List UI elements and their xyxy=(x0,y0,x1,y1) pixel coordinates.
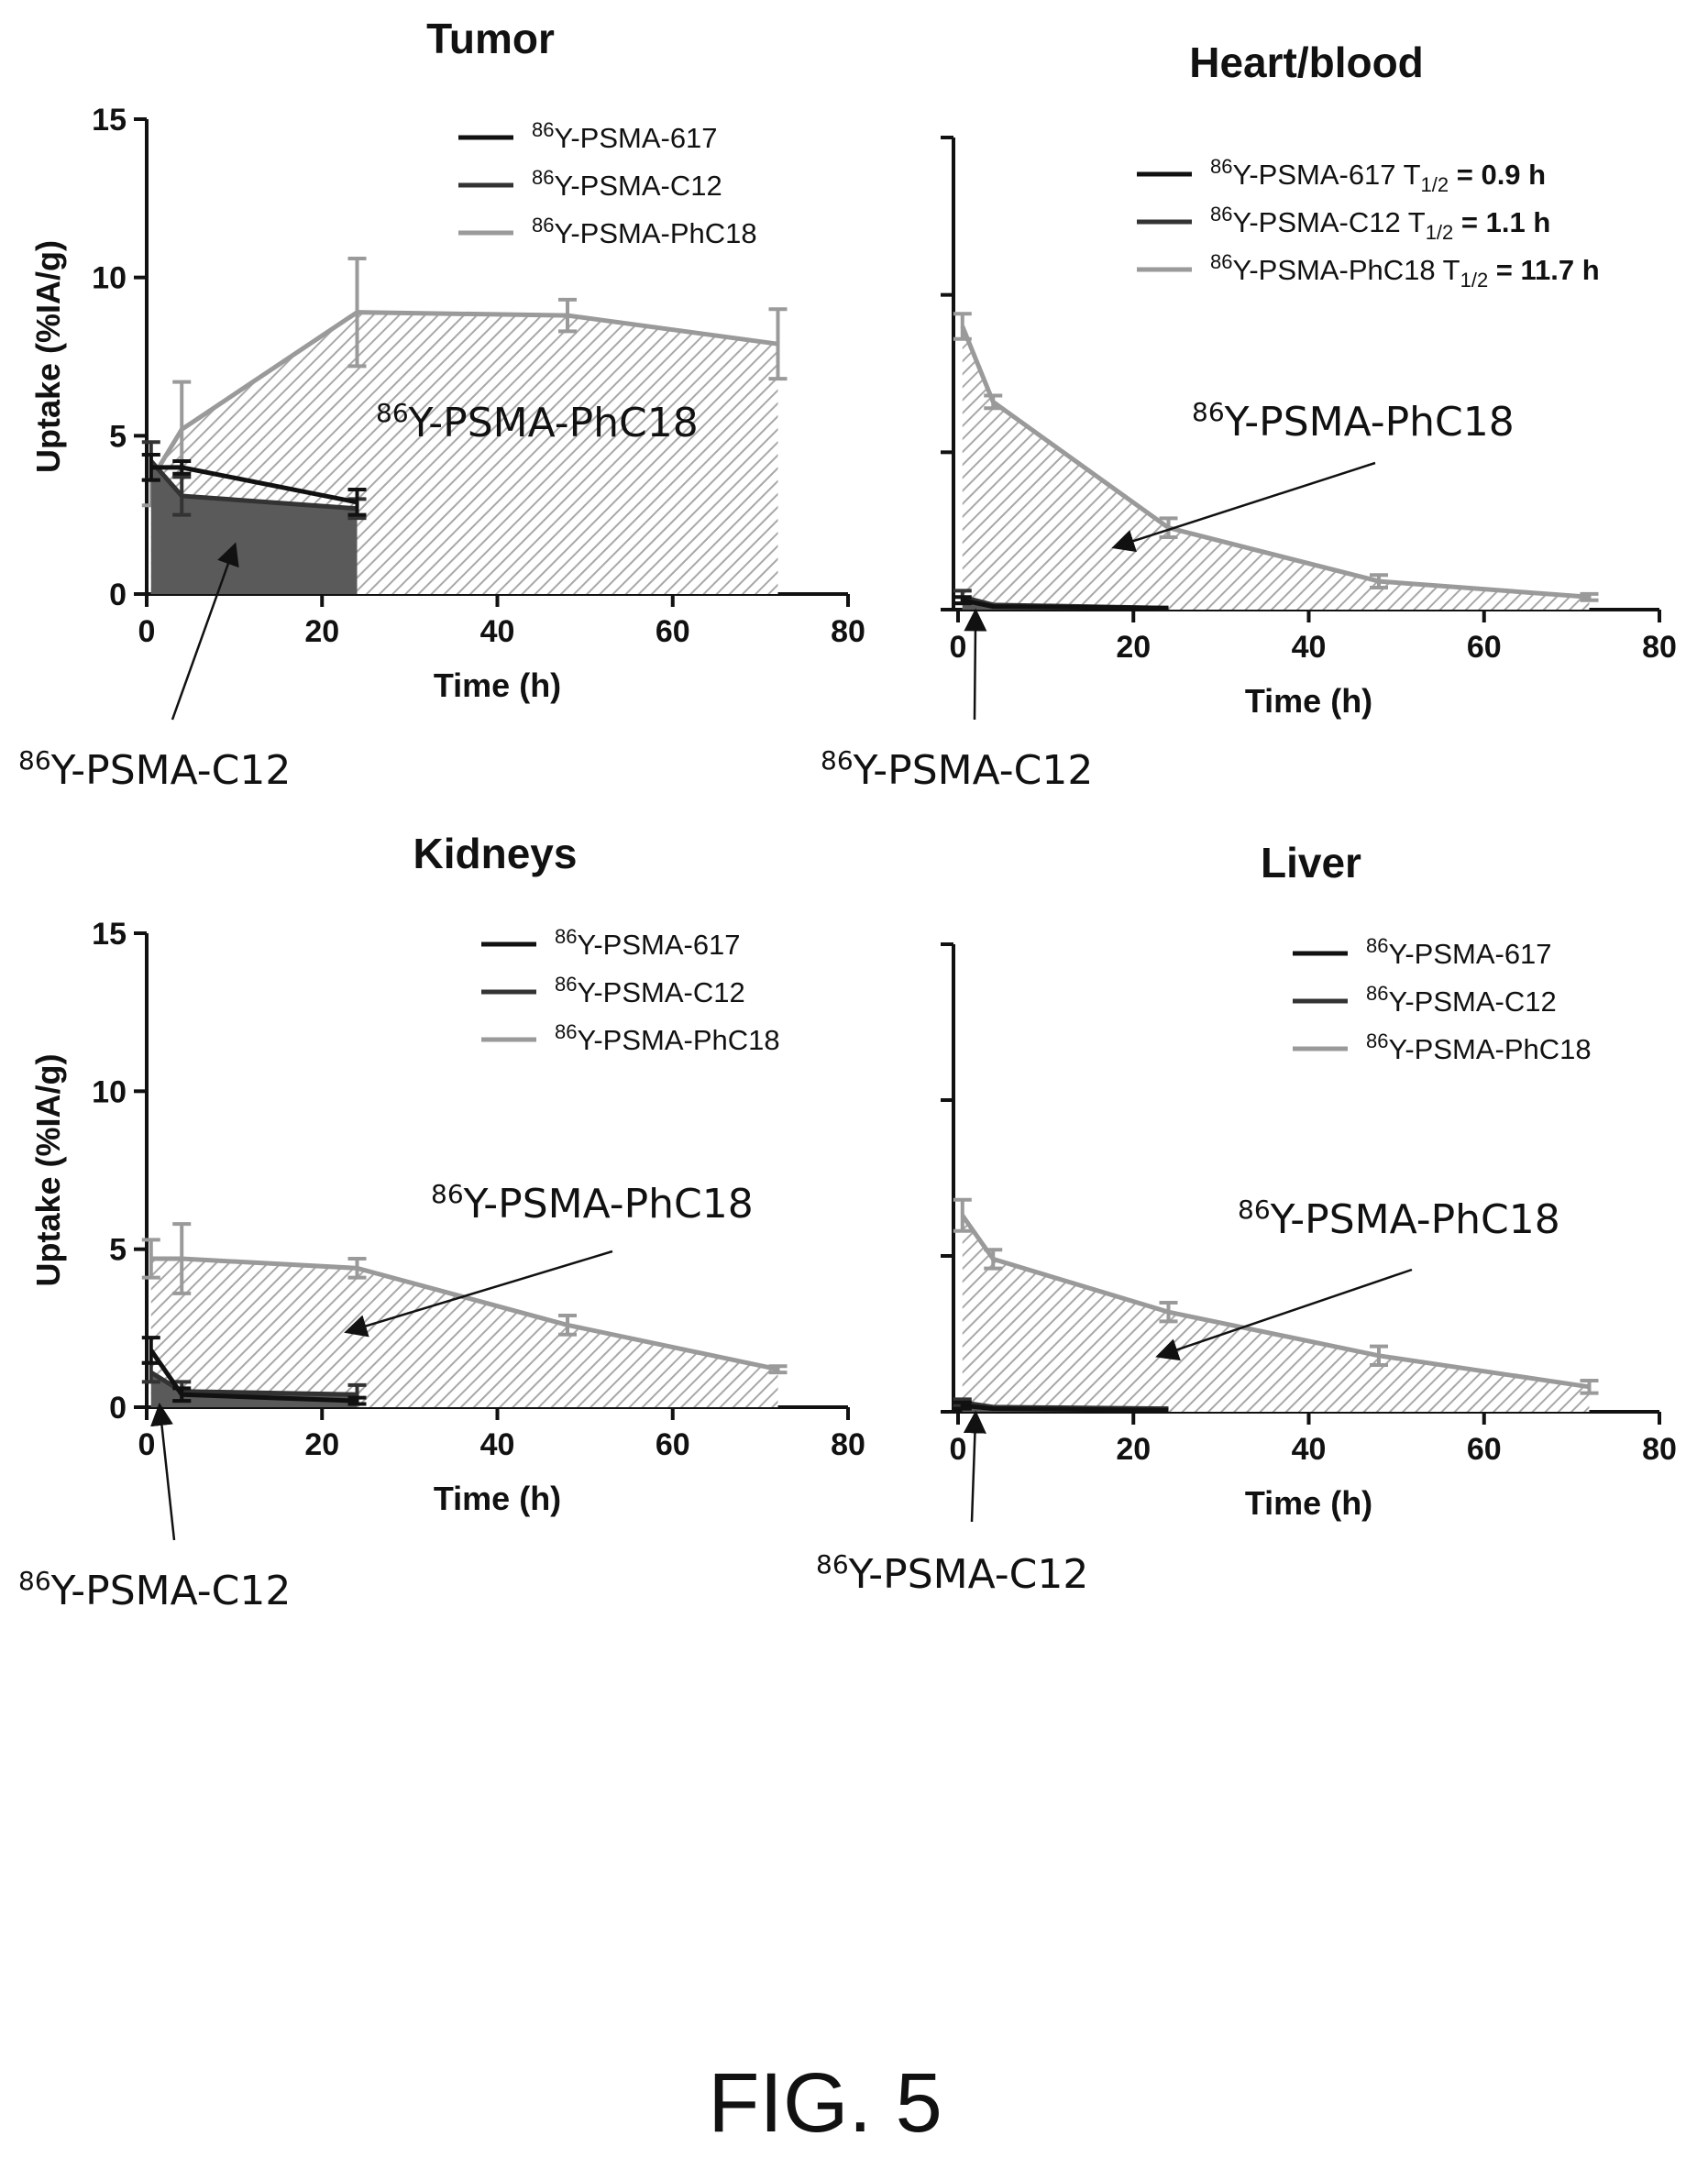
legend-entry: 86Y-PSMA-617 xyxy=(1366,934,1552,970)
annotation-arrow xyxy=(1155,1268,1413,1361)
y-tick-label: 0 xyxy=(109,1391,127,1426)
x-tick-label: 20 xyxy=(1116,630,1151,665)
x-tick-label: 60 xyxy=(1467,630,1502,665)
chart-panel-2: Kidneys 0 5 10 15 0 20 40 60 80 Time (h) Uptake (%I… xyxy=(18,830,865,1614)
x-tick-label: 40 xyxy=(1292,630,1327,665)
legend-entry: 86Y-PSMA-617 T1/2 = 0.9 h xyxy=(1210,155,1546,196)
y-tick-label: 5 xyxy=(109,419,127,454)
legend-entry: 86Y-PSMA-C12 xyxy=(1366,982,1557,1018)
legend-entry: 86Y-PSMA-C12 T1/2 = 1.1 h xyxy=(1210,203,1550,244)
annotation-arrow xyxy=(963,1410,986,1523)
y-tick-label: 5 xyxy=(109,1233,127,1268)
chart-title: Tumor xyxy=(426,15,555,62)
x-tick-label: 80 xyxy=(1642,1432,1677,1467)
annotation-arrow xyxy=(171,542,239,721)
annotation-label: 86Y-PSMA-C12 xyxy=(816,1549,1088,1598)
annotation-label: 86Y-PSMA-PhC18 xyxy=(1238,1195,1560,1243)
annotation-arrow xyxy=(150,1403,176,1541)
x-axis-label: Time (h) xyxy=(1245,1484,1372,1522)
legend-entry: 86Y-PSMA-C12 xyxy=(532,166,722,202)
legend-entry: 86Y-PSMA-PhC18 xyxy=(1366,1029,1592,1065)
y-axis-label: Uptake (%IA/g) xyxy=(29,240,67,473)
x-tick-label: 80 xyxy=(831,1427,865,1462)
annotation-label: 86Y-PSMA-C12 xyxy=(18,745,291,794)
x-tick-label: 0 xyxy=(950,630,967,665)
series-area-phc18 xyxy=(150,1259,778,1407)
x-tick-label: 40 xyxy=(480,614,515,649)
y-axis-label: Uptake (%IA/g) xyxy=(29,1053,67,1286)
x-tick-label: 20 xyxy=(304,614,339,649)
x-tick-label: 80 xyxy=(831,614,865,649)
y-tick-label: 10 xyxy=(92,261,127,296)
chart-title: Liver xyxy=(1261,839,1361,886)
annotation-arrow xyxy=(344,1250,613,1338)
y-tick-label: 15 xyxy=(92,103,127,138)
chart-title: Kidneys xyxy=(413,830,578,877)
series-area-phc18 xyxy=(962,326,1590,610)
series-area-c12 xyxy=(150,460,358,594)
x-axis-label: Time (h) xyxy=(1245,682,1372,720)
legend-entry: 86Y-PSMA-PhC18 xyxy=(532,214,757,249)
legend-entry: 86Y-PSMA-C12 xyxy=(555,973,745,1008)
x-tick-label: 40 xyxy=(480,1427,515,1462)
chart-panel-1: Heart/blood 0 20 40 60 80 Time (h) 86Y-PSMA-617… xyxy=(821,39,1677,794)
series-line xyxy=(962,1403,1169,1413)
annotation-label: 86Y-PSMA-PhC18 xyxy=(431,1179,754,1228)
legend-entry: 86Y-PSMA-PhC18 T1/2 = 11.7 h xyxy=(1210,250,1600,292)
series-area-phc18 xyxy=(962,1215,1590,1412)
x-tick-label: 80 xyxy=(1642,630,1677,665)
chart-panel-3: Liver 0 20 40 60 80 Time (h) 86Y-PSMA-617 86Y-PS… xyxy=(816,839,1677,1598)
x-axis-label: Time (h) xyxy=(434,666,561,704)
series-line xyxy=(962,598,1169,611)
annotation-label: 86Y-PSMA-C12 xyxy=(18,1566,291,1614)
legend-entry: 86Y-PSMA-617 xyxy=(555,925,741,961)
figure-label: FIG. 5 xyxy=(708,2056,942,2150)
annotation-label: 86Y-PSMA-PhC18 xyxy=(1192,397,1515,446)
annotation-label: 86Y-PSMA-C12 xyxy=(821,745,1093,794)
y-tick-label: 0 xyxy=(109,578,127,612)
annotation-arrow xyxy=(1111,461,1376,553)
x-tick-label: 0 xyxy=(138,1427,156,1462)
x-tick-label: 0 xyxy=(138,614,156,649)
annotation-label: 86Y-PSMA-PhC18 xyxy=(376,398,699,446)
x-tick-label: 0 xyxy=(950,1432,967,1467)
chart-panel-0: Tumor 0 5 10 15 0 20 40 60 80 Time (h) Uptake (%IA/… xyxy=(18,15,865,794)
x-tick-label: 40 xyxy=(1292,1432,1327,1467)
x-tick-label: 60 xyxy=(656,1427,690,1462)
x-tick-label: 60 xyxy=(656,614,690,649)
x-tick-label: 20 xyxy=(304,1427,339,1462)
legend-entry: 86Y-PSMA-PhC18 xyxy=(555,1020,780,1056)
y-tick-label: 10 xyxy=(92,1074,127,1109)
x-tick-label: 60 xyxy=(1467,1432,1502,1467)
legend-entry: 86Y-PSMA-617 xyxy=(532,118,718,154)
x-tick-label: 20 xyxy=(1116,1432,1151,1467)
chart-title: Heart/blood xyxy=(1189,39,1424,86)
x-axis-label: Time (h) xyxy=(434,1480,561,1517)
y-tick-label: 15 xyxy=(92,917,127,952)
